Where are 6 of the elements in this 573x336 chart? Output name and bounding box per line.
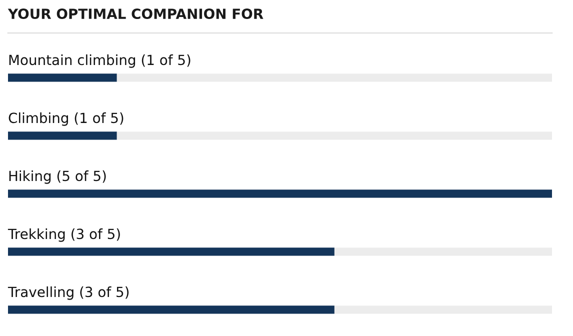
- y-tick-label: Climbing (1 of 5): [8, 112, 124, 126]
- y-tick-label: Mountain climbing (1 of 5): [9, 54, 190, 68]
- y-tick-label: Hiking (5 of 5): [9, 170, 106, 184]
- y-tick-label: Trekking (3 of 5): [8, 228, 120, 242]
- chart-title: YOUR OPTIMAL COMPANION FOR: [8, 8, 264, 20]
- y-tick-label: Travelling (3 of 5): [8, 286, 129, 300]
